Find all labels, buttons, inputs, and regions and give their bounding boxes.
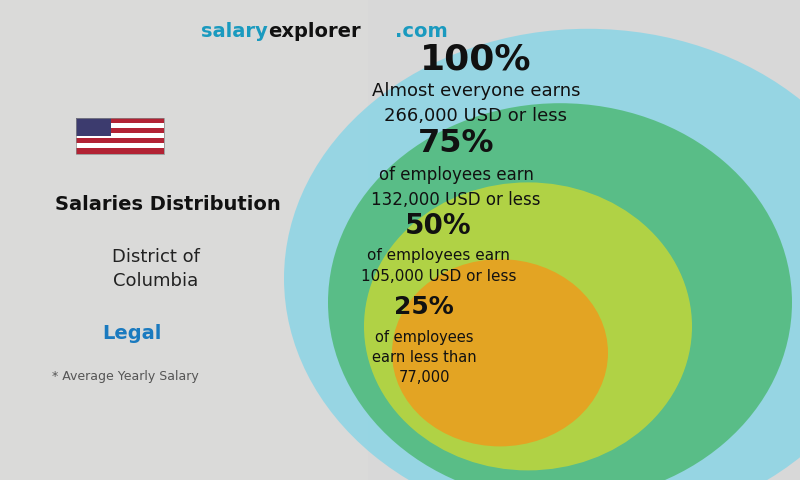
Text: 50%: 50% <box>405 212 472 240</box>
Bar <box>76 118 164 154</box>
Bar <box>76 148 164 154</box>
Ellipse shape <box>392 259 608 446</box>
Text: District of
Columbia: District of Columbia <box>112 248 200 289</box>
Text: 25%: 25% <box>394 295 454 319</box>
Bar <box>76 123 164 128</box>
Text: of employees earn
105,000 USD or less: of employees earn 105,000 USD or less <box>361 249 516 284</box>
Ellipse shape <box>284 29 800 480</box>
Text: explorer: explorer <box>268 22 361 41</box>
Text: Salaries Distribution: Salaries Distribution <box>55 194 281 214</box>
Bar <box>76 144 164 148</box>
Ellipse shape <box>328 103 792 480</box>
Bar <box>76 138 164 144</box>
Bar <box>76 128 164 133</box>
Text: Legal: Legal <box>102 324 162 343</box>
FancyBboxPatch shape <box>0 0 368 480</box>
Text: 100%: 100% <box>420 43 532 77</box>
Bar <box>76 118 164 123</box>
Text: of employees earn
132,000 USD or less: of employees earn 132,000 USD or less <box>371 166 541 209</box>
Bar <box>76 118 111 135</box>
Ellipse shape <box>364 182 692 470</box>
Text: of employees
earn less than
77,000: of employees earn less than 77,000 <box>372 330 476 385</box>
Text: 75%: 75% <box>418 129 494 159</box>
Text: * Average Yearly Salary: * Average Yearly Salary <box>52 370 198 384</box>
Text: salary: salary <box>202 22 268 41</box>
Bar <box>76 133 164 138</box>
Text: .com: .com <box>395 22 448 41</box>
Text: Almost everyone earns
266,000 USD or less: Almost everyone earns 266,000 USD or les… <box>372 82 580 125</box>
